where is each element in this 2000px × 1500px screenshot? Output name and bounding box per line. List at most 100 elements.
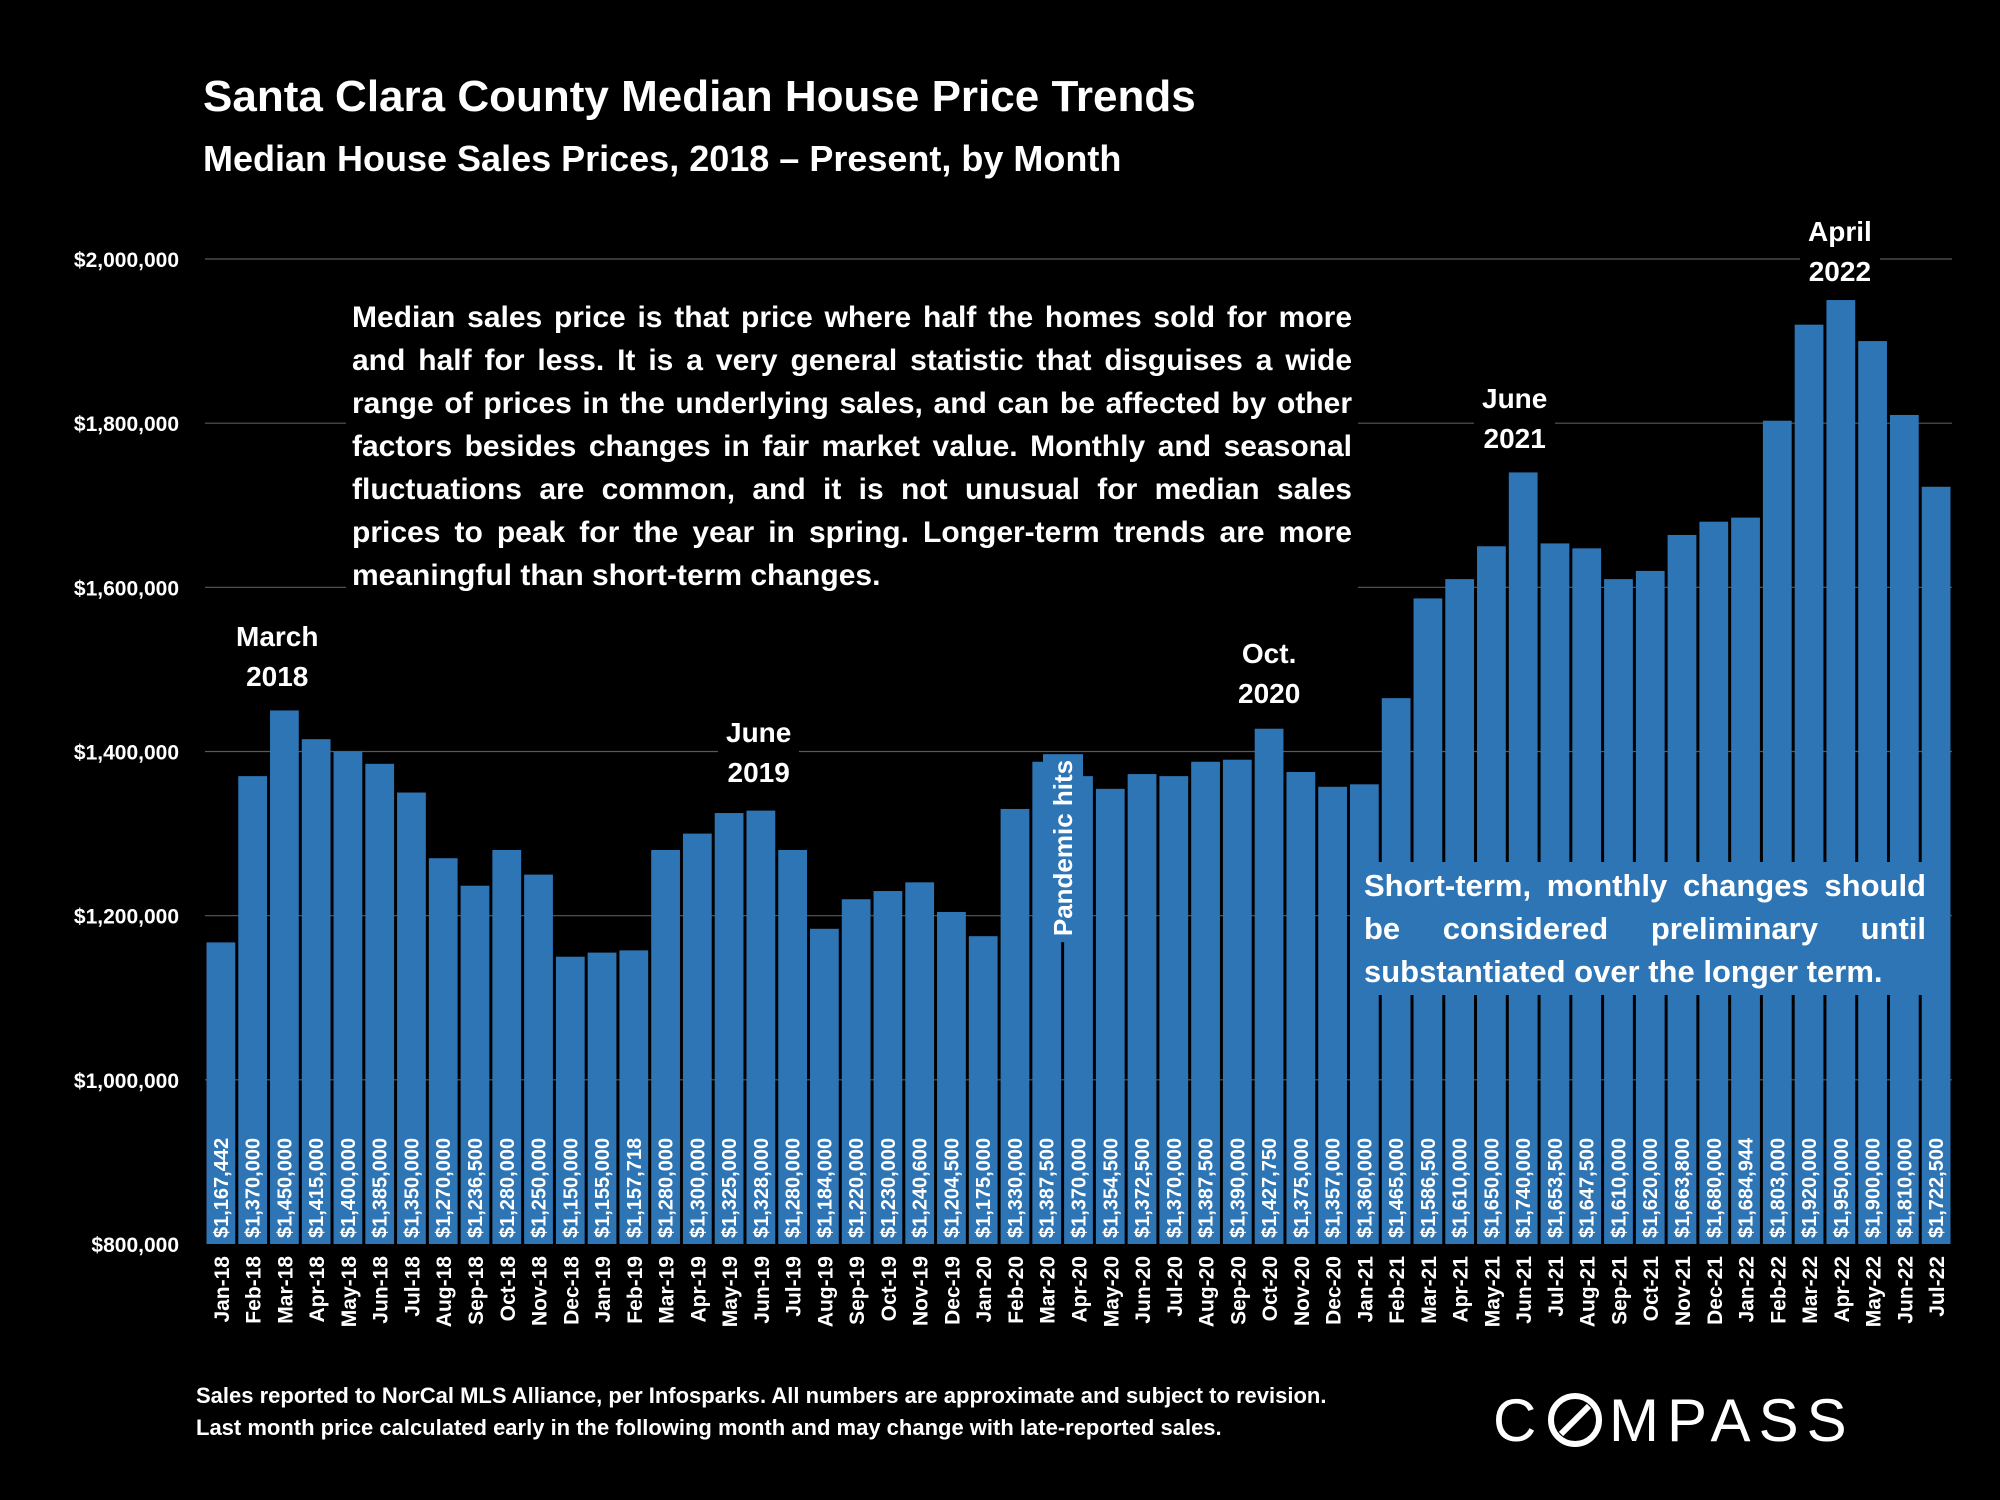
x-tick-label: Aug-21 <box>1577 1256 1600 1327</box>
annotation-line: March <box>236 621 319 652</box>
x-tick-label: Jun-22 <box>1894 1256 1917 1324</box>
y-tick-label: $1,200,000 <box>74 906 179 929</box>
x-tick-label: May-19 <box>719 1256 742 1327</box>
bar <box>1159 776 1189 1244</box>
x-tick-label: Apr-22 <box>1831 1256 1854 1323</box>
bar <box>873 891 903 1244</box>
x-tick-label: May-22 <box>1863 1256 1886 1327</box>
x-tick-label: May-20 <box>1100 1256 1123 1327</box>
bar <box>1254 728 1284 1244</box>
x-tick-label: Apr-19 <box>687 1256 710 1323</box>
bar <box>206 942 236 1244</box>
bar-value-label: $1,684,944 <box>1736 1137 1758 1238</box>
logo-letters-mpass: MPASS <box>1609 1387 1855 1454</box>
x-tick-label: Sep-19 <box>846 1256 869 1325</box>
annotation-june-2019: June 2019 <box>718 713 800 793</box>
bar <box>619 950 649 1244</box>
bar <box>1349 784 1379 1244</box>
bar-value-label: $1,236,500 <box>465 1138 487 1238</box>
x-tick-label: Jul-21 <box>1545 1256 1568 1317</box>
source-footnote: Sales reported to NorCal MLS Alliance, p… <box>196 1380 1326 1444</box>
bar-value-label: $1,950,000 <box>1831 1138 1853 1238</box>
x-tick-label: Nov-18 <box>529 1256 552 1326</box>
bar-value-label: $1,270,000 <box>433 1138 455 1238</box>
bar-value-label: $1,155,000 <box>592 1138 614 1238</box>
bar <box>1762 420 1792 1244</box>
annotation-june-2021: June 2021 <box>1474 379 1556 459</box>
bar-value-label: $1,385,000 <box>370 1138 392 1238</box>
x-tick-label: Jan-20 <box>973 1256 996 1323</box>
x-tick-label: Feb-19 <box>624 1256 647 1324</box>
bar-value-label: $1,740,000 <box>1513 1138 1535 1238</box>
bar <box>1191 761 1220 1244</box>
x-tick-label: Aug-20 <box>1196 1256 1219 1327</box>
bar-value-label: $1,300,000 <box>687 1138 709 1238</box>
x-tick-label: Jan-18 <box>211 1256 234 1323</box>
logo-letters-c: C <box>1493 1387 1542 1454</box>
annotation-line: Oct. <box>1241 638 1297 669</box>
chart-title: Santa Clara County Median House Price Tr… <box>203 72 1196 121</box>
bar-value-label: $1,465,000 <box>1386 1138 1408 1238</box>
x-tick-label: Oct-21 <box>1640 1256 1663 1322</box>
x-tick-label: May-18 <box>338 1256 361 1328</box>
bar <box>492 850 522 1244</box>
x-tick-label: Jan-22 <box>1736 1256 1759 1323</box>
bar-value-label: $1,184,000 <box>814 1138 836 1238</box>
annotation-line: 2021 <box>1483 423 1546 454</box>
bar <box>270 710 299 1244</box>
bar <box>333 751 363 1244</box>
bar-value-label: $1,204,500 <box>941 1138 963 1238</box>
bar <box>1889 414 1919 1244</box>
bar-value-label: $1,680,000 <box>1704 1138 1726 1238</box>
bar <box>810 928 839 1244</box>
bar-value-label: $1,900,000 <box>1863 1138 1885 1238</box>
bar-value-label: $1,250,000 <box>529 1138 551 1238</box>
bar-value-label: $1,325,000 <box>719 1138 741 1238</box>
y-tick-label: $1,800,000 <box>74 413 179 436</box>
x-tick-label: Jun-21 <box>1513 1256 1536 1324</box>
x-tick-label: Oct-20 <box>1259 1256 1282 1321</box>
bar-value-label: $1,415,000 <box>306 1138 328 1238</box>
annotation-line: June <box>1482 383 1548 414</box>
x-tick-label: Oct-19 <box>878 1256 901 1321</box>
bar-value-label: $1,157,718 <box>624 1138 646 1238</box>
x-tick-label: Dec-21 <box>1704 1256 1727 1325</box>
bar-value-label: $1,370,000 <box>1164 1138 1186 1238</box>
x-tick-label: Jan-19 <box>592 1256 615 1323</box>
x-tick-label: Mar-18 <box>274 1256 297 1324</box>
bar-value-label: $1,810,000 <box>1894 1138 1916 1238</box>
bar-value-label: $1,328,000 <box>751 1138 773 1238</box>
bar-value-label: $1,650,000 <box>1481 1138 1503 1238</box>
annotation-april-2022: April 2022 <box>1800 212 1880 292</box>
x-axis: Jan-18 Feb-18 Mar-18 Apr-18 May-18 Jun-18 Jul-… <box>211 1256 1949 1328</box>
bar-value-label: $1,370,000 <box>243 1138 265 1238</box>
bar-value-label: $1,653,500 <box>1545 1138 1567 1238</box>
bar <box>524 874 553 1244</box>
bar-value-label: $1,390,000 <box>1227 1138 1249 1238</box>
logo-o-mark <box>1548 1393 1602 1447</box>
bar <box>937 911 966 1244</box>
bar-value-label: $1,920,000 <box>1799 1138 1821 1238</box>
bar-value-label: $1,427,750 <box>1259 1138 1281 1238</box>
x-tick-label: Dec-20 <box>1323 1256 1346 1325</box>
footnote-line-1: Sales reported to NorCal MLS Alliance, p… <box>196 1383 1327 1408</box>
x-tick-label: Sep-21 <box>1608 1256 1631 1325</box>
x-tick-label: Nov-21 <box>1672 1256 1695 1326</box>
x-tick-label: Feb-20 <box>1005 1256 1028 1324</box>
annotation-line: 2020 <box>1238 678 1301 709</box>
bar <box>1858 341 1887 1244</box>
x-tick-label: Aug-18 <box>433 1256 456 1327</box>
bar-value-label: $1,280,000 <box>497 1138 519 1238</box>
bar-value-label: $1,722,500 <box>1926 1138 1948 1238</box>
bar-value-label: $1,360,000 <box>1354 1138 1376 1238</box>
short-term-note: Short-term, monthly changes should be co… <box>1350 862 1940 995</box>
bar-value-label: $1,450,000 <box>274 1138 296 1238</box>
x-tick-label: Jul-22 <box>1926 1256 1949 1317</box>
bar <box>682 833 712 1244</box>
x-tick-label: Mar-19 <box>656 1256 679 1324</box>
x-tick-label: Feb-22 <box>1767 1256 1790 1324</box>
bar-value-label: $1,280,000 <box>656 1138 678 1238</box>
bar <box>555 956 585 1244</box>
bar-value-label: $1,647,500 <box>1577 1138 1599 1238</box>
chart-subtitle: Median House Sales Prices, 2018 – Presen… <box>203 138 1122 179</box>
